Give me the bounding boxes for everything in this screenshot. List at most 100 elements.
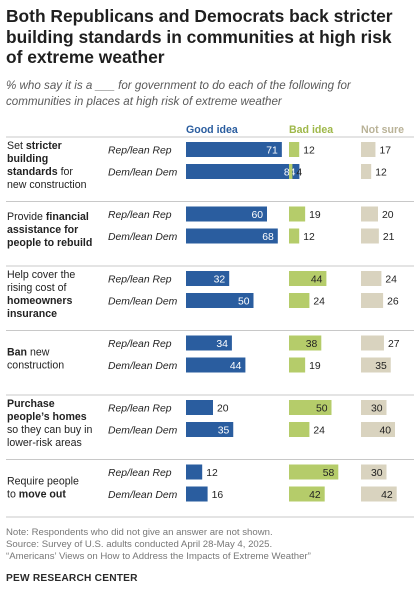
bar-good-3-0 xyxy=(186,335,232,351)
group-label-3-0: Rep/lean Rep xyxy=(108,339,172,350)
bar-bad-1-0 xyxy=(289,206,306,222)
item-label-4-0: Purchase xyxy=(7,398,55,410)
item-label-5-1: to move out xyxy=(7,489,66,501)
value-notsure-5-1: 42 xyxy=(381,490,393,501)
value-bad-0-0: 12 xyxy=(303,146,315,157)
bar-good-1-0 xyxy=(186,206,267,222)
bar-bad-2-0 xyxy=(289,271,327,286)
bar-notsure-1-1 xyxy=(361,228,379,244)
bar-good-0-0 xyxy=(186,142,282,157)
value-notsure-0-1: 12 xyxy=(375,168,387,179)
value-bad-3-0: 38 xyxy=(306,339,318,350)
bar-notsure-4-1 xyxy=(361,422,395,437)
bar-notsure-2-0 xyxy=(361,271,382,286)
value-good-4-0: 20 xyxy=(217,404,229,415)
value-notsure-0-0: 17 xyxy=(379,146,391,157)
bar-good-5-0 xyxy=(186,464,203,480)
item-label-2-3: insurance xyxy=(7,308,57,320)
item-label-2-0: Help cover the xyxy=(7,269,75,281)
item-label-2-2: homeowners xyxy=(7,295,72,307)
footnote-report: “Americans’ Views on How to Address the … xyxy=(6,551,311,562)
bar-good-1-1 xyxy=(186,228,278,244)
bar-notsure-1-0 xyxy=(361,206,378,222)
bar-bad-1-1 xyxy=(289,228,300,244)
value-bad-0-1: 4 xyxy=(296,168,302,179)
bar-bad-4-1 xyxy=(289,422,310,437)
group-label-2-1: Dem/lean Dem xyxy=(108,297,178,308)
value-good-0-0: 71 xyxy=(266,146,278,157)
source-org: PEW RESEARCH CENTER xyxy=(6,573,138,584)
value-good-5-0: 12 xyxy=(206,468,218,479)
item-label-3-1: construction xyxy=(7,360,64,372)
group-label-1-0: Rep/lean Rep xyxy=(108,210,172,221)
value-good-3-1: 44 xyxy=(230,361,242,372)
bar-notsure-3-1 xyxy=(361,357,391,373)
value-bad-4-1: 24 xyxy=(313,426,325,437)
bar-notsure-3-0 xyxy=(361,335,384,351)
item-label-1-2: people to rebuild xyxy=(7,237,92,249)
bar-good-0-1 xyxy=(186,164,300,179)
value-bad-3-1: 19 xyxy=(309,361,321,372)
chart-subtitle: % who say it is a ___ for government to … xyxy=(6,79,351,108)
item-label-0-0: Set stricter xyxy=(7,140,62,152)
group-label-2-0: Rep/lean Rep xyxy=(108,275,172,286)
value-bad-2-0: 44 xyxy=(311,275,323,286)
chart-title: Both Republicans and Democrats back stri… xyxy=(6,6,393,67)
group-label-4-0: Rep/lean Rep xyxy=(108,404,172,415)
item-label-1-1: assistance for xyxy=(7,224,78,236)
bar-bad-3-0 xyxy=(289,335,322,351)
footnote-note: Note: Respondents who did not give an an… xyxy=(6,527,273,538)
legend-bad: Bad idea xyxy=(289,124,333,136)
bar-good-5-1 xyxy=(186,486,208,502)
group-label-5-1: Dem/lean Dem xyxy=(108,490,178,501)
item-label-2-1: rising cost of xyxy=(7,282,67,294)
bar-bad-4-0 xyxy=(289,400,332,415)
value-notsure-1-1: 21 xyxy=(383,232,395,243)
bar-notsure-0-0 xyxy=(361,142,376,157)
value-notsure-1-0: 20 xyxy=(382,210,394,221)
legend-notsure: Not sure xyxy=(361,124,404,136)
value-bad-5-1: 42 xyxy=(309,490,321,501)
group-label-3-1: Dem/lean Dem xyxy=(108,361,178,372)
bar-bad-0-0 xyxy=(289,142,300,157)
value-notsure-3-1: 35 xyxy=(375,361,387,372)
item-label-4-1: people’s homes xyxy=(7,411,87,423)
value-notsure-2-0: 24 xyxy=(385,275,397,286)
footnote-source: Source: Survey of U.S. adults conducted … xyxy=(6,539,273,550)
item-label-4-3: lower-risk areas xyxy=(7,437,82,449)
item-label-4-2: so they can buy in xyxy=(7,424,92,436)
legend-good: Good idea xyxy=(186,124,238,136)
bar-notsure-5-1 xyxy=(361,486,397,502)
value-bad-5-0: 58 xyxy=(323,468,335,479)
bar-good-2-1 xyxy=(186,293,254,308)
bar-good-3-1 xyxy=(186,357,246,373)
value-good-2-1: 50 xyxy=(238,297,250,308)
bar-notsure-0-1 xyxy=(361,164,372,179)
item-label-0-2: standards for xyxy=(7,166,73,178)
bar-bad-5-0 xyxy=(289,464,339,480)
value-notsure-4-1: 40 xyxy=(379,426,391,437)
bar-good-4-0 xyxy=(186,400,213,415)
bar-notsure-2-1 xyxy=(361,293,384,308)
value-good-3-0: 34 xyxy=(216,339,228,350)
item-label-5-0: Require people xyxy=(7,476,79,488)
value-good-1-0: 60 xyxy=(251,210,263,221)
value-notsure-2-1: 26 xyxy=(387,297,399,308)
group-label-5-0: Rep/lean Rep xyxy=(108,468,172,479)
bar-notsure-5-0 xyxy=(361,464,387,480)
value-good-4-1: 35 xyxy=(218,426,230,437)
bar-bad-2-1 xyxy=(289,293,310,308)
group-label-0-1: Dem/lean Dem xyxy=(108,168,178,179)
bar-good-4-1 xyxy=(186,422,234,437)
bar-bad-0-1 xyxy=(289,164,293,179)
value-bad-1-1: 12 xyxy=(303,232,315,243)
bar-bad-3-1 xyxy=(289,357,306,373)
group-label-0-0: Rep/lean Rep xyxy=(108,146,172,157)
value-good-1-1: 68 xyxy=(262,232,274,243)
bar-bad-5-1 xyxy=(289,486,325,502)
item-label-0-1: building xyxy=(7,153,48,165)
value-notsure-3-0: 27 xyxy=(388,339,400,350)
value-good-5-1: 16 xyxy=(212,490,224,501)
value-notsure-4-0: 30 xyxy=(371,404,383,415)
bar-good-2-0 xyxy=(186,271,230,286)
